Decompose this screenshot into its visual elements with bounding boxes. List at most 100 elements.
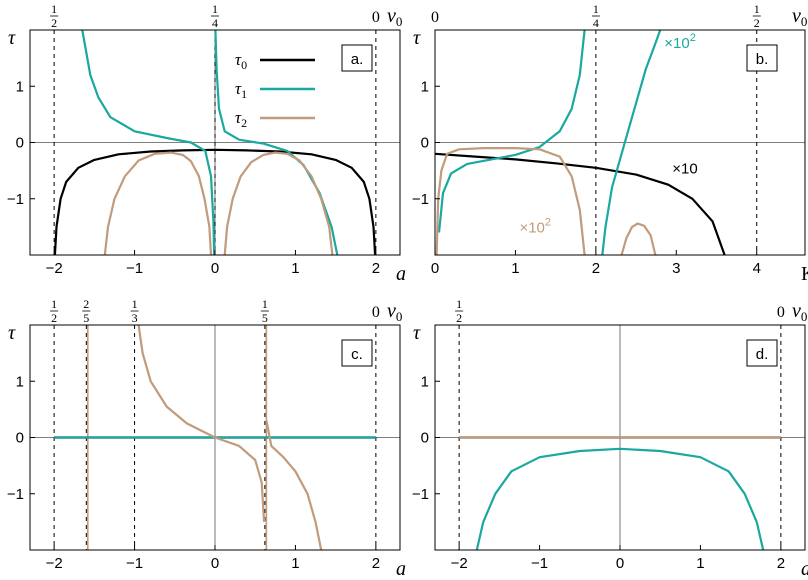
fraction-numerator: 1	[593, 2, 599, 16]
scale-annotation: ×102	[519, 217, 551, 237]
fraction-numerator: 1	[132, 297, 138, 311]
x-tick-label: 3	[672, 260, 680, 277]
scale-annotation: ×10	[672, 160, 697, 177]
panel-label: c.	[351, 346, 363, 363]
y-tick-label: 0	[421, 135, 429, 152]
scale-annotation: ×102	[664, 32, 696, 52]
x-axis-label: a	[396, 558, 406, 580]
top-axis-label-subscript: 0	[801, 14, 808, 29]
top-tick-fraction: 12	[455, 297, 464, 325]
top-axis-label-subscript: 0	[801, 309, 808, 324]
x-axis-label: a	[396, 263, 406, 285]
x-tick-label: −2	[451, 555, 468, 572]
x-tick-label: −2	[46, 555, 63, 572]
fraction-numerator: 1	[754, 2, 760, 16]
y-tick-label: 1	[16, 373, 24, 390]
top-axis-label-subscript: 0	[396, 309, 403, 324]
top-axis-label: ν0	[792, 300, 807, 324]
legend-label-subscript: 1	[241, 87, 247, 101]
y-tick-label: −1	[7, 486, 24, 503]
y-tick-label: 0	[421, 430, 429, 447]
top-tick-fraction: 12	[752, 2, 761, 30]
x-tick-label: 0	[431, 260, 439, 277]
x-tick-label: −1	[126, 555, 143, 572]
y-tick-label: 0	[16, 135, 24, 152]
x-tick-label: 1	[291, 260, 299, 277]
panel-label: b.	[756, 51, 769, 68]
scale-annotation-superscript: 2	[545, 217, 551, 229]
y-axis-label: τ	[413, 322, 421, 344]
panel-label-box	[746, 44, 778, 72]
series-line-3	[435, 147, 586, 255]
top-tick-fraction: 13	[130, 297, 139, 325]
panel-label-box	[746, 339, 778, 367]
x-tick-label: 2	[372, 555, 380, 572]
series-line-4	[620, 222, 657, 255]
fraction-numerator: 1	[212, 2, 218, 16]
series-line-4	[223, 151, 334, 255]
top-tick-label: 0	[372, 9, 380, 26]
fraction-denominator: 2	[456, 311, 462, 325]
top-tick-fraction: 14	[211, 2, 219, 30]
x-tick-label: −2	[46, 260, 63, 277]
top-tick-fraction: 15	[260, 297, 269, 325]
x-tick-label: 2	[777, 555, 785, 572]
top-tick-label: 0	[431, 9, 439, 26]
top-tick-label: 0	[372, 304, 380, 321]
series-line-2	[601, 30, 662, 255]
fraction-numerator: 1	[456, 297, 462, 311]
x-axis-label: a	[801, 558, 808, 580]
legend-label: τ2	[235, 108, 247, 130]
fraction-denominator: 4	[212, 16, 218, 30]
top-axis-label: ν0	[792, 5, 807, 29]
x-tick-label: −1	[126, 260, 143, 277]
y-axis-label: τ	[413, 27, 421, 49]
top-tick-label: 0	[777, 304, 785, 321]
top-tick-fraction: 14	[591, 2, 600, 30]
x-tick-label: 1	[511, 260, 519, 277]
series-line-1	[81, 30, 216, 255]
x-axis-label: K	[801, 263, 808, 285]
top-axis-label: ν0	[387, 300, 402, 324]
top-axis-label-subscript: 0	[396, 14, 403, 29]
series-line-3	[265, 420, 323, 550]
y-tick-label: −1	[412, 191, 429, 208]
x-tick-label: 2	[372, 260, 380, 277]
legend-label-subscript: 2	[241, 116, 247, 130]
y-axis-label: τ	[8, 322, 16, 344]
panel-label: a.	[351, 51, 364, 68]
x-tick-label: 1	[291, 555, 299, 572]
y-tick-label: −1	[7, 191, 24, 208]
x-tick-label: 0	[616, 555, 624, 572]
legend-label-subscript: 0	[241, 58, 247, 72]
fraction-numerator: 2	[83, 297, 89, 311]
fraction-denominator: 4	[593, 16, 599, 30]
fraction-denominator: 2	[51, 311, 57, 325]
top-tick-fraction: 12	[50, 2, 59, 30]
fraction-denominator: 2	[51, 16, 57, 30]
series-line-2	[475, 447, 765, 550]
series-line-2	[137, 325, 266, 522]
top-axis-label: ν0	[387, 5, 402, 29]
legend-label: τ1	[235, 79, 247, 101]
series-line-1	[437, 30, 586, 233]
panel-label: d.	[756, 346, 769, 363]
y-tick-label: 1	[421, 373, 429, 390]
x-tick-label: 2	[592, 260, 600, 277]
scale-annotation-superscript: 2	[690, 32, 696, 44]
y-tick-label: 0	[16, 430, 24, 447]
fraction-numerator: 1	[262, 297, 268, 311]
x-tick-label: 0	[211, 555, 219, 572]
fraction-denominator: 5	[83, 311, 89, 325]
y-tick-label: 1	[16, 78, 24, 95]
series-line-3	[103, 151, 213, 255]
y-axis-label: τ	[8, 27, 16, 49]
fraction-denominator: 5	[262, 311, 268, 325]
x-tick-label: 1	[696, 555, 704, 572]
top-tick-fraction: 25	[82, 297, 91, 325]
y-tick-label: −1	[412, 486, 429, 503]
panel-label-box	[341, 44, 373, 72]
